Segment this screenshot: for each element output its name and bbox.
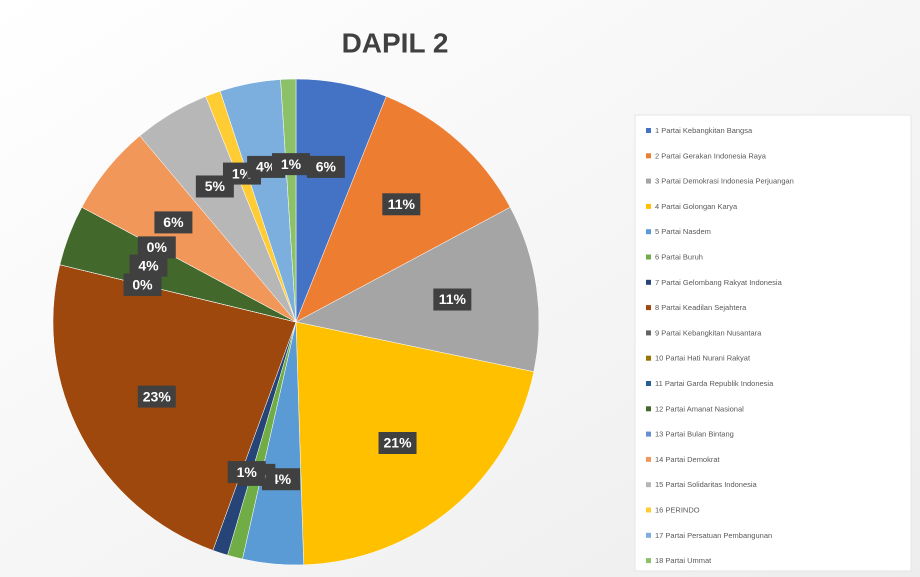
legend-swatch: [646, 279, 651, 285]
legend-label: 4 Partai Golongan Karya: [655, 202, 738, 211]
legend-label: 14 Partai Demokrat: [655, 455, 721, 464]
legend-swatch: [646, 532, 651, 538]
data-label-box: [137, 236, 176, 259]
legend-swatch: [646, 128, 651, 133]
legend-label: 18 Partai Ummat: [655, 556, 712, 565]
data-label-box: [433, 288, 472, 311]
legend-swatch: [646, 178, 651, 184]
legend-swatch: [646, 229, 651, 235]
legend-swatch: [646, 482, 651, 488]
legend-label: 13 Partai Bulan Bintang: [655, 430, 734, 439]
legend-swatch: [646, 203, 651, 209]
legend-label: 12 Partai Amanat Nasional: [655, 404, 744, 413]
legend-swatch: [646, 330, 651, 336]
legend-swatch: [646, 406, 651, 412]
data-label: 1%: [237, 464, 258, 480]
data-label: 0%: [147, 239, 168, 255]
legend-label: 17 Partai Persatuan Pembangunan: [655, 531, 772, 540]
legend-swatch: [646, 153, 651, 159]
data-label: 4%: [256, 159, 277, 175]
legend-swatch: [646, 507, 651, 513]
data-label: 0%: [132, 276, 153, 292]
legend-swatch: [646, 254, 651, 260]
data-label-box: [137, 385, 176, 408]
legend-label: 3 Partai Demokrasi Indonesia Perjuangan: [655, 177, 794, 186]
data-label-box: [306, 155, 345, 178]
legend-label: 5 Partai Nasdem: [655, 227, 711, 236]
legend-label: 1 Partai Kebangkitan Bangsa: [655, 126, 753, 135]
legend-label: 15 Partai Solidaritas Indonesia: [655, 480, 758, 489]
legend-label: 9 Partai Kebangkitan Nusantara: [655, 328, 762, 337]
legend-label: 16 PERINDO: [655, 505, 700, 514]
legend-label: 8 Partai Keadilan Sejahtera: [655, 303, 747, 312]
data-label: 21%: [384, 435, 413, 451]
data-label-box: [123, 273, 162, 296]
data-label: 6%: [163, 214, 184, 230]
pie-slice: [295, 206, 540, 373]
data-label-box: [271, 153, 310, 176]
legend-box: [634, 114, 912, 572]
legend-swatch: [646, 431, 651, 437]
data-label: 4%: [138, 257, 159, 273]
pie-slice: [280, 78, 297, 323]
data-label: 5%: [205, 178, 226, 194]
data-label: 23%: [143, 388, 172, 404]
legend-swatch: [646, 305, 651, 311]
legend-label: 6 Partai Buruh: [655, 252, 703, 261]
data-label: 4%: [271, 471, 292, 487]
data-label: 6%: [316, 159, 337, 175]
data-label: 11%: [388, 196, 416, 212]
data-label-box: [227, 461, 266, 484]
data-label-box: [378, 431, 417, 454]
chart-title: DAPIL 2: [342, 27, 449, 58]
legend-label: 10 Partai Hati Nurani Rakyat: [655, 354, 751, 363]
legend-label: 2 Partai Gerakan Indonesia Raya: [655, 151, 767, 160]
legend-label: 7 Partai Gelombang Rakyat Indonesia: [655, 278, 783, 287]
legend-swatch: [646, 381, 651, 386]
legend-label: 11 Partai Garda Republik Indonesia: [655, 379, 774, 388]
legend-swatch: [646, 355, 651, 361]
data-label-box: [154, 211, 193, 234]
data-label: 11%: [439, 291, 467, 307]
legend-swatch: [646, 558, 651, 564]
data-label: 1%: [281, 156, 302, 172]
legend-swatch: [646, 456, 651, 462]
data-label-box: [129, 254, 168, 277]
data-label-box: [382, 193, 421, 216]
